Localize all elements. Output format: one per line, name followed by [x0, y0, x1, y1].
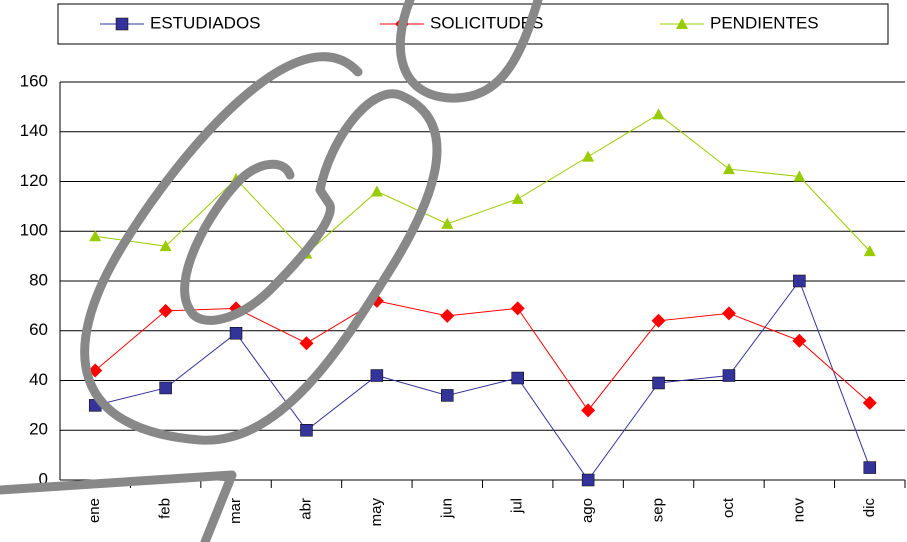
- y-tick-label: 140: [20, 121, 48, 140]
- x-tick-label: mar: [227, 498, 244, 524]
- x-tick-label: oct: [720, 497, 737, 518]
- y-tick-label: 20: [29, 420, 48, 439]
- page: 020406080100120140160enefebmarabrmayjunj…: [0, 0, 907, 542]
- marker: [512, 372, 524, 384]
- marker: [653, 377, 665, 389]
- marker: [582, 151, 594, 162]
- marker: [581, 403, 595, 417]
- marker: [512, 193, 524, 204]
- marker: [582, 474, 594, 486]
- x-tick-label: sep: [650, 498, 667, 522]
- x-tick-label: jun: [438, 498, 455, 519]
- marker: [864, 462, 876, 474]
- y-tick-label: 80: [29, 270, 48, 289]
- marker: [441, 218, 453, 229]
- marker: [299, 336, 313, 350]
- marker: [116, 18, 128, 30]
- marker: [793, 275, 805, 287]
- marker: [723, 163, 735, 174]
- chart: 020406080100120140160enefebmarabrmayjunj…: [0, 0, 907, 542]
- legend-label: PENDIENTES: [710, 13, 819, 32]
- y-tick-label: 60: [29, 320, 48, 339]
- marker: [89, 230, 101, 241]
- marker: [511, 301, 525, 315]
- x-tick-label: ago: [579, 498, 596, 523]
- x-tick-label: jul: [509, 498, 526, 514]
- marker: [159, 304, 173, 318]
- marker: [371, 185, 383, 196]
- paperclip-overlay: [0, 0, 538, 542]
- x-tick-label: nov: [790, 498, 807, 523]
- x-tick-label: may: [368, 498, 385, 527]
- y-tick-label: 160: [20, 71, 48, 90]
- y-tick-label: 40: [29, 370, 48, 389]
- x-tick-label: ene: [86, 498, 103, 523]
- marker: [371, 370, 383, 382]
- marker: [441, 389, 453, 401]
- x-tick-label: dic: [861, 498, 878, 518]
- series-line: [95, 114, 870, 253]
- marker: [300, 424, 312, 436]
- marker: [652, 314, 666, 328]
- y-tick-label: 100: [20, 221, 48, 240]
- legend-label: ESTUDIADOS: [150, 13, 261, 32]
- marker: [160, 382, 172, 394]
- y-tick-label: 120: [20, 171, 48, 190]
- marker: [653, 108, 665, 119]
- marker: [723, 370, 735, 382]
- x-tick-label: feb: [157, 498, 174, 519]
- marker: [440, 309, 454, 323]
- marker: [230, 327, 242, 339]
- marker: [722, 306, 736, 320]
- x-tick-label: abr: [297, 498, 314, 520]
